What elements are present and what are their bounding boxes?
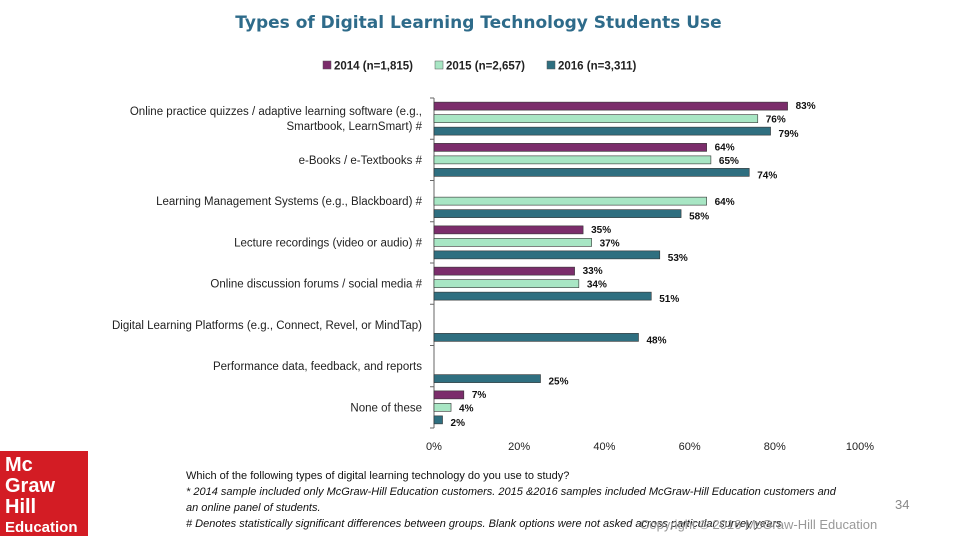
category-label: Online discussion forums / social media … [210, 279, 422, 291]
survey-question: Which of the following types of digital … [186, 470, 570, 482]
bar [433, 196, 707, 206]
data-label: 4% [459, 403, 474, 414]
data-label: 64% [715, 197, 735, 208]
bar [433, 225, 584, 235]
logo-text-mc: Mc [5, 454, 33, 476]
data-label: 58% [689, 212, 709, 223]
bar [433, 291, 652, 301]
category-label: Performance data, feedback, and reports [213, 361, 422, 373]
bar [433, 238, 592, 247]
data-label: 79% [779, 129, 799, 140]
category-label: None of these [350, 402, 422, 414]
bar [433, 333, 639, 342]
data-label: 53% [668, 253, 688, 264]
bar [433, 250, 661, 260]
logo-text-hill: Hill [5, 496, 37, 518]
category-label: Learning Management Systems (e.g., Black… [156, 196, 423, 208]
data-label: 51% [659, 294, 679, 305]
x-tick-label: 20% [508, 441, 530, 453]
mcgraw-hill-logo: Mc Graw Hill Education [0, 451, 88, 536]
legend-label: 2016 (n=3,311) [558, 61, 636, 73]
category-label: Smartbook, LearnSmart) # [286, 121, 422, 133]
data-label: 7% [472, 390, 487, 401]
bar [433, 209, 682, 218]
data-label: 65% [719, 156, 739, 167]
data-label: 74% [757, 170, 777, 181]
bar [433, 101, 788, 111]
x-tick-label: 100% [846, 441, 874, 453]
bar [433, 126, 771, 136]
chart-title: Types of Digital Learning Technology Stu… [235, 13, 722, 33]
logo-text-graw: Graw [5, 475, 56, 497]
data-label: 35% [591, 225, 611, 236]
legend-swatch [434, 60, 444, 70]
bar [433, 168, 750, 177]
data-label: 37% [600, 238, 620, 249]
copyright-notice: Copyright © 2016 McGraw-Hill Education [640, 517, 878, 532]
bar [433, 390, 465, 400]
data-label: 34% [587, 280, 607, 291]
footnotes: Which of the following types of digital … [186, 468, 836, 532]
x-tick-label: 60% [679, 441, 701, 453]
data-label: 48% [646, 335, 666, 346]
category-label: e-Books / e-Textbooks # [299, 155, 423, 167]
bar [433, 374, 541, 383]
data-label: 33% [583, 266, 603, 277]
footnote-sample: * 2014 sample included only McGraw-Hill … [186, 486, 836, 514]
footnote-significance: # Denotes statistically significant diff… [186, 518, 785, 530]
data-label: 76% [766, 115, 786, 126]
bar [433, 155, 712, 165]
x-tick-label: 80% [764, 441, 786, 453]
legend-label: 2015 (n=2,657) [446, 61, 525, 73]
bar [433, 114, 759, 123]
bar [433, 279, 580, 288]
logo-text-education: Education [5, 519, 78, 536]
data-label: 2% [451, 418, 466, 429]
data-label: 83% [796, 101, 816, 112]
bar [433, 143, 707, 152]
data-label: 25% [549, 377, 569, 388]
legend-swatch [546, 60, 556, 70]
bar [433, 403, 452, 412]
category-label: Online practice quizzes / adaptive learn… [130, 106, 422, 118]
legend-swatch [322, 60, 332, 70]
data-label: 64% [715, 142, 735, 153]
bar [433, 415, 443, 425]
category-label: Lecture recordings (video or audio) # [234, 237, 423, 249]
bar [433, 266, 575, 276]
legend-label: 2014 (n=1,815) [334, 61, 413, 73]
category-label: Digital Learning Platforms (e.g., Connec… [112, 320, 422, 332]
page-number: 34 [895, 497, 910, 512]
x-tick-label: 40% [593, 441, 615, 453]
x-tick-label: 0% [426, 441, 442, 453]
